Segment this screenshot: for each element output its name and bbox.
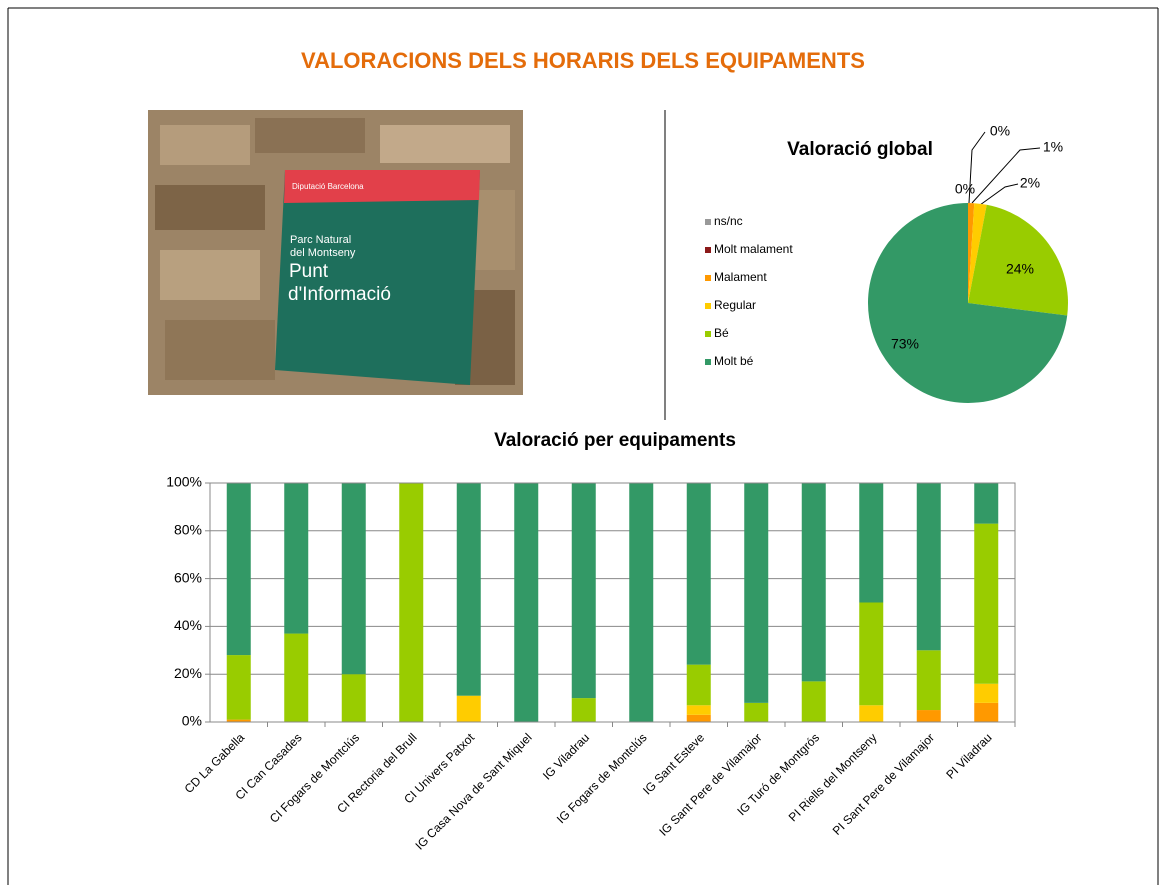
plot-frame <box>210 483 1015 722</box>
bar-segment <box>687 665 711 706</box>
page-title: VALORACIONS DELS HORARIS DELS EQUIPAMENT… <box>301 48 865 73</box>
legend-swatch <box>705 275 711 281</box>
legend-swatch <box>705 219 711 225</box>
slide: VALORACIONS DELS HORARIS DELS EQUIPAMENT… <box>0 0 1166 885</box>
legend-label: Molt bé <box>714 354 754 368</box>
bar-segment <box>687 483 711 665</box>
legend-swatch <box>705 359 711 365</box>
data-label: 1% <box>1043 139 1063 155</box>
bar-segment <box>974 684 998 703</box>
page: VALORACIONS DELS HORARIS DELS EQUIPAMENT… <box>0 0 1166 885</box>
bar-segment <box>457 696 481 722</box>
legend-label: ns/nc <box>714 214 743 228</box>
sign-text: del Montseny <box>290 247 356 259</box>
bar-segment <box>342 483 366 674</box>
bar-segment <box>859 483 883 603</box>
bar-segment <box>917 650 941 710</box>
legend-label: Malament <box>714 270 767 284</box>
chart-title: Valoració per equipaments <box>494 430 736 451</box>
y-tick-label: 60% <box>174 569 202 585</box>
bar-segment <box>974 703 998 722</box>
y-tick-label: 80% <box>174 522 202 538</box>
y-tick-label: 20% <box>174 665 202 681</box>
x-tick-label: IG Sant Pere de Vilamajor <box>656 730 764 838</box>
legend-label: Regular <box>714 298 756 312</box>
bar-segment <box>974 483 998 524</box>
data-label: 0% <box>955 181 975 197</box>
y-tick-label: 40% <box>174 617 202 633</box>
bar-segment <box>284 634 308 722</box>
bar-segment <box>227 483 251 655</box>
sign-text: Parc Natural <box>290 234 351 246</box>
bar-segment <box>399 483 423 722</box>
data-label: 24% <box>1006 261 1034 277</box>
bar-segment <box>744 483 768 703</box>
bar-segment <box>974 524 998 684</box>
x-tick-label: PI Sant Pere de Vilamajor <box>830 730 937 837</box>
photo: Diputació Barcelona Parc Natural del Mon… <box>148 110 523 395</box>
bar-segment <box>802 483 826 681</box>
bar-segment <box>457 483 481 696</box>
legend-swatch <box>705 247 711 253</box>
bar-segment <box>917 483 941 650</box>
x-tick-label: IG Viladrau <box>540 730 592 782</box>
bar-segment <box>342 674 366 722</box>
data-label: 0% <box>990 123 1010 139</box>
sign-text: d'Informació <box>288 284 391 305</box>
bar-segment <box>572 698 596 722</box>
sign-text: Diputació Barcelona <box>292 182 364 191</box>
bar-segment <box>687 705 711 715</box>
sign-text: Punt <box>289 261 329 282</box>
bar-segment <box>284 483 308 634</box>
legend-swatch <box>705 331 711 337</box>
x-tick-label: CD La Gabella <box>182 730 248 796</box>
data-label: 2% <box>1020 175 1040 191</box>
legend-label: Molt malament <box>714 242 793 256</box>
y-tick-label: 0% <box>182 713 202 729</box>
x-tick-label: IG Casa Nova de Sant Miquel <box>412 730 534 852</box>
y-tick-label: 100% <box>166 474 202 490</box>
leader-lines <box>969 132 1040 205</box>
bar-segment <box>227 655 251 720</box>
bar-segment <box>514 483 538 722</box>
x-tick-label: PI Viladrau <box>943 730 994 781</box>
legend-label: Bé <box>714 326 729 340</box>
bar-segment <box>859 603 883 706</box>
bar-segment <box>859 705 883 722</box>
bar-segment <box>687 715 711 722</box>
chart-title: Valoració global <box>787 139 933 160</box>
bar-segment <box>629 483 653 722</box>
bar-segment <box>572 483 596 698</box>
bar-segment <box>802 681 826 722</box>
bar-segment <box>744 703 768 722</box>
bar-segment <box>917 710 941 722</box>
data-label: 73% <box>891 336 919 352</box>
legend-swatch <box>705 303 711 309</box>
